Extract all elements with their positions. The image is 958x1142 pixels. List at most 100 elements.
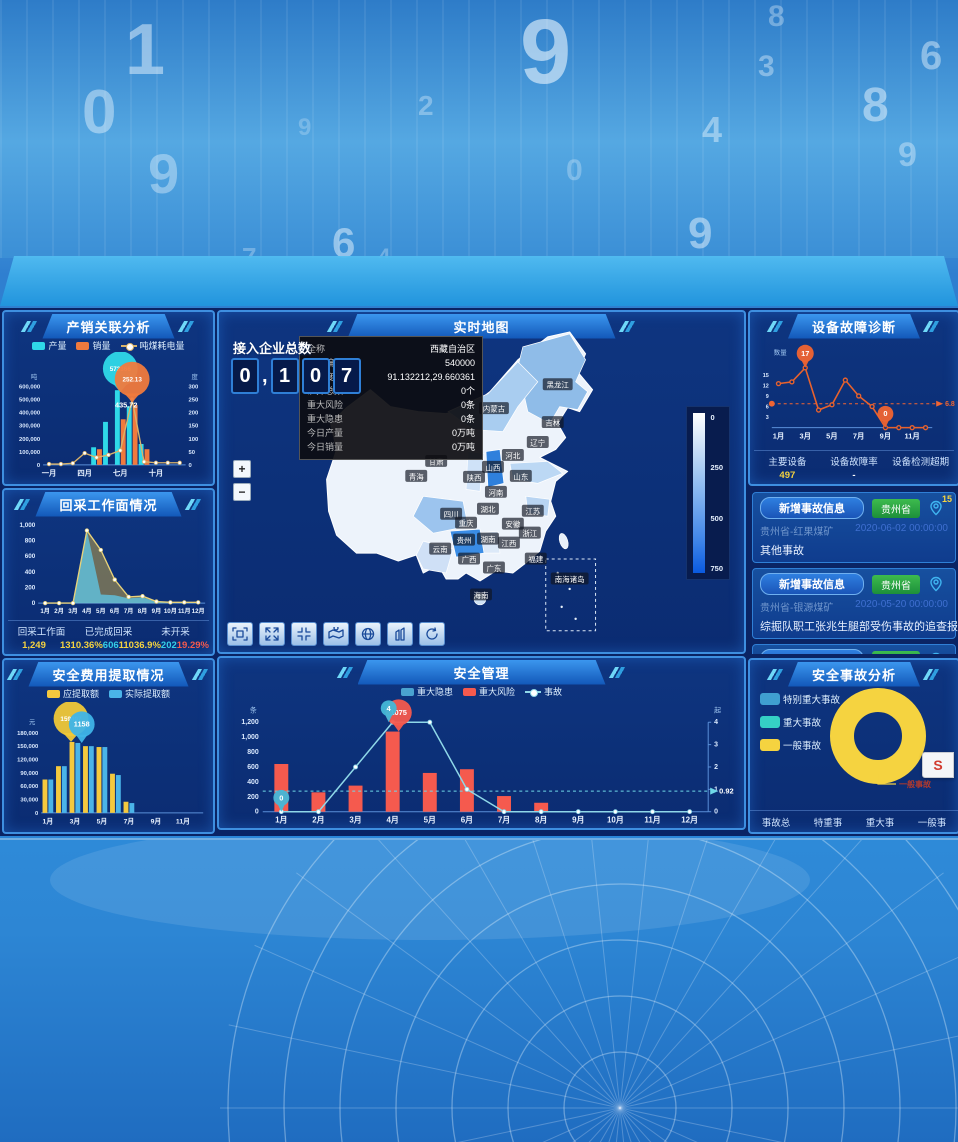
accident-card[interactable]: 新增事故信息 贵州省 (752, 644, 956, 654)
pin-count: 15 (941, 494, 952, 504)
province-label[interactable]: 贵州 (453, 533, 476, 546)
province-label[interactable]: 湖南 (477, 532, 499, 545)
accident-card-header: 新增事故信息 贵州省 15 (760, 494, 952, 519)
province-label[interactable]: 江苏 (521, 504, 544, 517)
legend[interactable]: 产量 销量 吨煤耗电量 (4, 337, 213, 353)
province-label[interactable]: 云南 (429, 542, 452, 555)
legend-item[interactable]: 重大隐患 (400, 685, 453, 698)
accident-description: 其他事故 (760, 545, 804, 557)
panel-safety-fee: 安全费用提取情况 应提取额 实际提取额 元 0 30,000 60,000 90,000 1… (2, 658, 215, 834)
floating-widget[interactable]: S (922, 752, 954, 778)
safety-fee-chart[interactable]: 元 0 30,000 60,000 90,000 120,000 150,000 180,00… (6, 701, 211, 830)
province-label[interactable]: 河北 (501, 448, 524, 461)
svg-text:0: 0 (279, 793, 283, 802)
svg-text:300,000: 300,000 (19, 424, 41, 430)
province-label[interactable]: 湖北 (477, 502, 499, 515)
accident-card[interactable]: 新增事故信息 贵州省 贵州省-银源煤矿 2020-05-20 00:00:00 综掘队职… (752, 568, 958, 639)
safety-mgmt-svg: 条 起 0 200 400 600 800 1,000 1,200 0 1 2 3 4 1月 2月 3月 4月 5月… (241, 699, 734, 825)
new-accident-button[interactable]: 新增事故信息 (760, 497, 864, 519)
mining-face-chart[interactable]: 0 200 400 600 800 1,000 1月 2月 3月 4月 5月 6月 7月 8月 9月 10月 1… (6, 516, 211, 618)
province-label[interactable]: 浙江 (518, 526, 541, 539)
svg-text:252.13: 252.13 (122, 377, 142, 384)
map-location-icon[interactable] (323, 622, 349, 646)
stat-value: 497 (754, 470, 821, 481)
province-label[interactable]: 陕西 (463, 470, 485, 483)
province-label[interactable]: 江西 (497, 536, 520, 549)
legend[interactable]: 特别重大事故 重大事故一般事故 (760, 692, 840, 752)
province-label[interactable]: 广东 (482, 561, 505, 574)
svg-text:1月: 1月 (43, 818, 54, 826)
accident-description: 综掘队职工张兆生腿部受伤事故的追查报告 (760, 621, 958, 633)
panel-title-bar: 安全事故分析 (750, 663, 958, 685)
accident-card[interactable]: 新增事故信息 贵州省 15 贵州省-红果煤矿 2020-06-02 00:00:00 其他… (752, 492, 956, 563)
crop-frame-icon[interactable] (227, 622, 253, 646)
legend-item[interactable]: 重大风险 (462, 685, 515, 698)
legend-label: 应提取额 (62, 688, 99, 699)
title-decor-icon (608, 666, 627, 678)
province-label[interactable]: 海南 (470, 588, 492, 601)
svg-text:0: 0 (883, 409, 887, 418)
legend[interactable]: 应提取额 实际提取额 (4, 685, 213, 701)
svg-text:6月: 6月 (461, 816, 473, 825)
tooltip-label: 今日销量 (307, 442, 344, 452)
production-sales-chart[interactable]: 吨 度 0 100,000 200,000 300,000 400,000 500,000 60… (6, 351, 211, 482)
svg-text:100: 100 (189, 437, 200, 443)
province-label[interactable]: 河南 (484, 485, 507, 498)
title-decor-icon (922, 668, 942, 680)
province-label[interactable]: 重庆 (455, 516, 478, 529)
globe-wireframe (50, 840, 958, 1142)
legend-item[interactable]: 一般事故 (760, 738, 840, 752)
province-label[interactable]: 南海诸岛 (550, 572, 589, 585)
legend-item[interactable]: 事故 (525, 685, 562, 698)
province-label[interactable]: 福建 (524, 552, 547, 565)
province-label[interactable]: 辽宁 (526, 436, 549, 448)
province-label[interactable]: 山东 (509, 469, 532, 482)
province-label[interactable]: 安徽 (501, 517, 524, 530)
panel-title-bar: 回采工作面情况 (4, 493, 213, 515)
svg-text:黑龙江: 黑龙江 (546, 380, 569, 390)
zoom-out-button[interactable]: − (233, 483, 251, 501)
legend-label: 吨煤耗电量 (139, 340, 185, 351)
svg-text:十月: 十月 (149, 469, 164, 478)
legend-item[interactable]: 特别重大事故 (760, 692, 840, 706)
legend[interactable]: 重大隐患 重大风险 事故 (219, 683, 744, 699)
svg-text:0.92: 0.92 (719, 787, 733, 796)
safety-mgmt-chart[interactable]: 条 起 0 200 400 600 800 1,000 1,200 0 1 2 3 4 1月 2月 3月 4月 5月… (221, 696, 742, 828)
province-label[interactable]: 吉林 (541, 416, 564, 429)
svg-text:元: 元 (29, 718, 36, 726)
accident-card-header: 新增事故信息 贵州省 (760, 649, 948, 654)
new-accident-button[interactable]: 新增事故信息 (760, 649, 864, 654)
collapse-icon[interactable] (291, 622, 317, 646)
province-label[interactable]: 青海 (405, 469, 428, 482)
legend-item[interactable]: 实际提取额 (109, 687, 170, 700)
zoom-in-button[interactable]: + (233, 460, 251, 478)
province-label[interactable]: 内蒙古 (479, 402, 509, 415)
svg-text:山东: 山东 (513, 471, 528, 481)
panel-title: 安全管理 (358, 660, 606, 685)
globe-icon[interactable] (355, 622, 381, 646)
svg-text:一月: 一月 (42, 469, 57, 478)
expand-icon[interactable] (259, 622, 285, 646)
accident-donut-chart[interactable]: 一般事故 (750, 684, 958, 810)
province-label[interactable]: 山西 (481, 460, 504, 473)
new-accident-button[interactable]: 新增事故信息 (760, 573, 864, 595)
province-label[interactable]: 黑龙江 (542, 378, 573, 391)
legend-item[interactable]: 重大事故 (760, 715, 840, 729)
panel-title-bar: 设备故障诊断 (750, 315, 958, 337)
svg-text:60,000: 60,000 (20, 784, 39, 790)
legend-item[interactable]: 应提取额 (46, 687, 99, 700)
province-label[interactable]: 广西 (458, 552, 480, 565)
svg-text:200: 200 (189, 411, 200, 417)
equipment-chart[interactable]: 数量 3 6 9 12 15 1月 3月 5月 7月 9月 11月 6.8 17 0 (752, 338, 956, 444)
svg-text:江西: 江西 (501, 539, 516, 548)
scale-tick: 0 (710, 413, 715, 422)
legend-item[interactable]: 产量 (32, 339, 66, 352)
legend-item[interactable]: 吨煤耗电量 (120, 339, 185, 352)
refresh-icon[interactable] (419, 622, 445, 646)
province-label[interactable]: 四川 (440, 507, 463, 520)
building-icon[interactable] (387, 622, 413, 646)
svg-text:3: 3 (766, 415, 769, 421)
legend-item[interactable]: 销量 (76, 339, 111, 352)
tooltip-row: 今日产量 0万吨 (307, 426, 475, 440)
dashboard-grid: 产销关联分析 产量 销量 吨煤耗电量 吨度 0 100,000 200,000 300,00… (0, 308, 958, 836)
